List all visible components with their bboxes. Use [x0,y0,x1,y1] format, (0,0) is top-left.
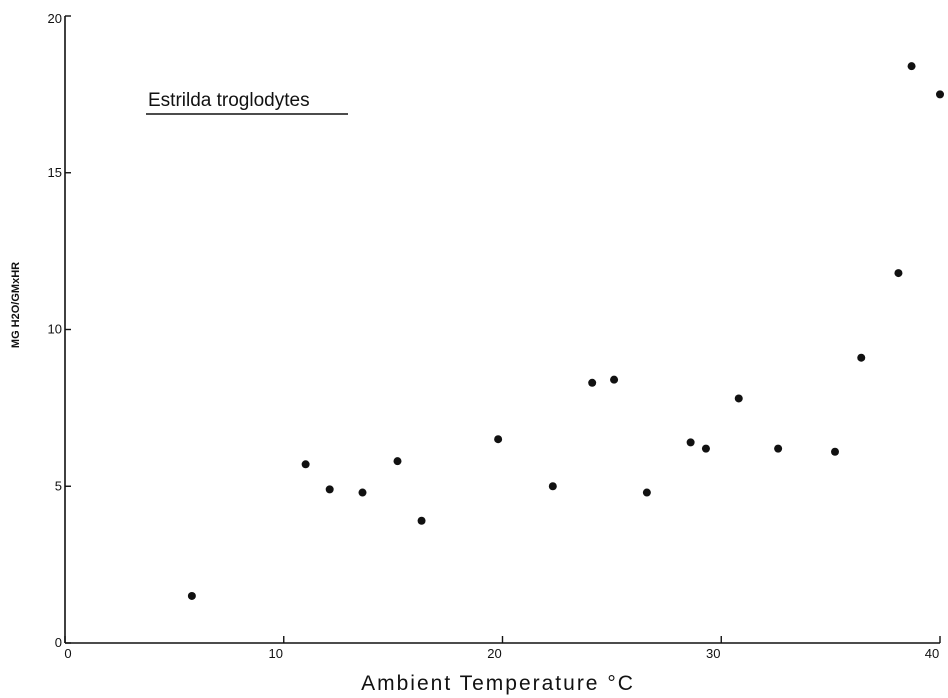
data-point [358,488,367,497]
data-point [610,375,619,384]
data-point [831,447,839,456]
data-point [894,269,903,278]
data-point [187,591,196,600]
data-point [588,378,597,387]
tick-labels: 0 10 20 30 40 0 5 10 15 20 [48,11,940,661]
data-point [686,438,695,447]
data-point [393,457,402,466]
data-point [857,353,866,362]
data-point [701,444,710,453]
data-point [301,460,310,469]
species-annotation: Estrilda troglodytes [148,90,310,111]
x-tick-label: 20 [487,646,501,661]
data-point [417,516,426,525]
data-point [936,90,944,99]
x-tick-label: 30 [706,646,720,661]
y-axis-title: MG H2O/GMxHR [10,262,22,348]
data-point [642,488,651,497]
data-point [548,482,557,491]
data-point [494,435,503,444]
data-point [734,394,743,403]
y-tick-label: 20 [48,11,62,26]
y-tick-label: 5 [55,478,62,493]
x-tick-label: 40 [925,646,939,661]
x-axis-title: Ambient Temperature °C [361,672,635,695]
data-points [187,62,944,600]
data-point [325,485,334,494]
y-tick-label: 0 [55,635,62,650]
data-point [907,62,916,71]
x-tick-label: 0 [64,646,71,661]
data-point [774,444,783,453]
x-tick-label: 10 [269,646,283,661]
y-tick-label: 15 [48,165,62,180]
ticks [64,15,941,644]
y-tick-label: 10 [48,322,62,337]
